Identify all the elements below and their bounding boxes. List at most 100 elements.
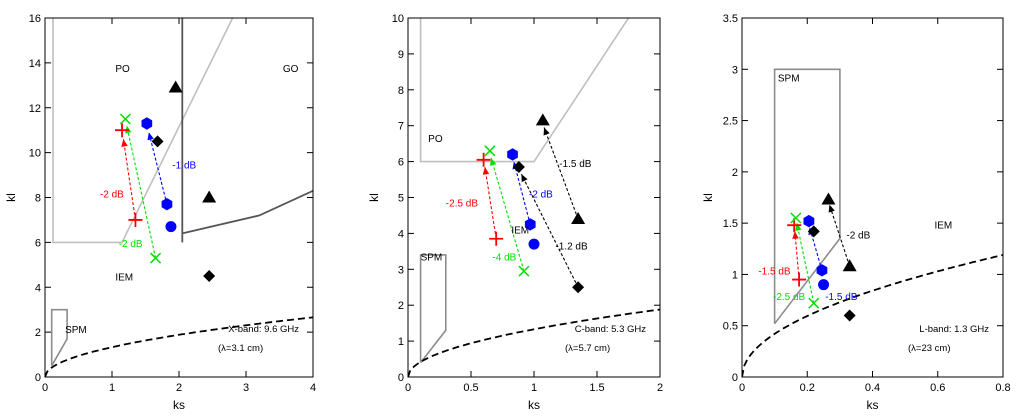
data-point-hexagon xyxy=(161,198,173,211)
shift-arrow-line xyxy=(794,231,800,280)
shift-arrow-line xyxy=(828,204,851,267)
data-point-plus xyxy=(476,152,491,167)
x-tick-label: 0 xyxy=(739,382,745,394)
y-tick-label: 3 xyxy=(398,264,404,276)
data-point-triangle xyxy=(535,113,550,126)
shift-arrow-line xyxy=(148,132,168,205)
shift-arrow-line xyxy=(513,161,531,225)
y-tick-label: 2 xyxy=(35,327,41,339)
x-tick-label: 1.5 xyxy=(589,382,604,394)
shift-annotation: -2 dB xyxy=(846,231,870,242)
data-point-triangle xyxy=(842,259,857,272)
region-label: IEM xyxy=(115,273,133,284)
band-caption: L-band: 1.3 GHz xyxy=(919,324,989,335)
x-tick-label: 1 xyxy=(109,382,115,394)
data-point-x xyxy=(518,265,530,277)
shift-arrow-head xyxy=(121,139,128,147)
shift-annotation: -2 dB xyxy=(100,190,124,201)
data-point-x xyxy=(790,212,802,224)
data-point-triangle xyxy=(168,80,183,93)
data-point-hexagon xyxy=(816,264,828,277)
data-point-plus xyxy=(489,231,504,246)
shift-arrow-line xyxy=(543,127,579,220)
shift-arrow-line xyxy=(484,166,497,239)
y-tick-label: 0 xyxy=(398,372,404,384)
x-tick-label: 0 xyxy=(42,382,48,394)
data-point-diamond xyxy=(572,281,585,294)
y-axis-label: kl xyxy=(4,193,18,202)
y-axis-label: kl xyxy=(367,193,381,202)
y-tick-label: 7 xyxy=(398,121,404,133)
y-tick-label: 5 xyxy=(398,193,404,205)
shift-annotation: -1.5 dB xyxy=(758,266,791,277)
data-point-hexagon xyxy=(141,117,153,130)
shift-annotation: -1.2 dB xyxy=(555,242,588,253)
x-tick-label: 0.6 xyxy=(930,382,945,394)
x-tick-label: 0.5 xyxy=(463,382,478,394)
region-label: GO xyxy=(283,64,299,75)
y-tick-label: 14 xyxy=(29,58,41,70)
y-tick-label: 2.5 xyxy=(723,116,738,128)
dashed-limit-curve xyxy=(408,308,660,377)
validity-boundary-1 xyxy=(419,18,630,163)
data-point-x xyxy=(150,252,162,264)
y-tick-label: 1.5 xyxy=(723,218,738,230)
wavelength-caption: (λ=3.1 cm) xyxy=(218,343,263,354)
data-point-diamond xyxy=(807,225,820,238)
plot-area xyxy=(45,18,313,377)
y-tick-label: 6 xyxy=(35,237,41,249)
chart-panel-1: PO GO IEM SPM -2 dB -2 dB -1 dB X-band: 9.6 GHz… xyxy=(4,13,316,412)
shift-annotation: -1 dB xyxy=(172,160,196,171)
y-tick-label: 8 xyxy=(35,193,41,205)
x-tick-label: 0.4 xyxy=(865,382,880,394)
band-caption: X-band: 9.6 GHz xyxy=(228,324,299,335)
data-point-diamond xyxy=(203,270,216,283)
y-tick-label: 16 xyxy=(29,13,41,25)
y-tick-label: 2 xyxy=(732,167,738,179)
data-point-x xyxy=(484,145,496,157)
region-label: IEM xyxy=(934,220,952,231)
region-label: PO xyxy=(428,134,443,145)
shift-annotation: -1.5 dB xyxy=(825,292,858,303)
shift-annotation: -2 dB xyxy=(119,239,143,250)
data-point-diamond xyxy=(843,309,856,322)
data-point-triangle xyxy=(821,192,836,205)
region-label: SPM xyxy=(65,325,87,336)
data-point-plus xyxy=(792,272,807,287)
x-tick-label: 4 xyxy=(310,382,316,394)
data-point-hexagon xyxy=(524,218,536,231)
y-tick-label: 1 xyxy=(732,269,738,281)
shift-arrow-head xyxy=(543,127,550,136)
region-label: SPM xyxy=(421,252,443,263)
data-point-circle xyxy=(818,279,830,291)
shift-arrow-line xyxy=(122,139,136,221)
shift-arrow-head xyxy=(490,158,497,166)
data-point-x xyxy=(808,297,820,309)
x-axis-label: ks xyxy=(173,398,185,412)
y-tick-label: 0.5 xyxy=(723,321,738,333)
y-tick-label: 10 xyxy=(392,13,404,25)
validity-boundary-3 xyxy=(182,189,313,235)
data-point-diamond xyxy=(151,135,164,148)
y-tick-label: 3 xyxy=(732,64,738,76)
band-caption: C-band: 5.3 GHz xyxy=(575,324,647,335)
shift-arrow-head xyxy=(482,166,490,175)
y-tick-label: 2 xyxy=(398,300,404,312)
validity-boundary-4 xyxy=(50,308,68,367)
shift-annotation: -2.5 dB xyxy=(446,198,479,209)
plot-area xyxy=(408,18,660,377)
data-point-plus xyxy=(128,212,143,227)
validity-boundary-2 xyxy=(419,254,447,364)
x-tick-label: 1 xyxy=(531,382,537,394)
x-tick-label: 2 xyxy=(657,382,663,394)
shift-annotation: -1.5 dB xyxy=(559,159,592,170)
shift-annotation: -4 dB xyxy=(492,252,516,263)
x-axis-label: ks xyxy=(528,398,540,412)
wavelength-caption: (λ=23 cm) xyxy=(908,343,951,354)
y-tick-label: 3.5 xyxy=(723,13,738,25)
shift-arrow-line xyxy=(520,173,579,288)
wavelength-caption: (λ=5.7 cm) xyxy=(565,343,610,354)
region-label: PO xyxy=(115,64,130,75)
data-point-diamond xyxy=(512,160,525,173)
